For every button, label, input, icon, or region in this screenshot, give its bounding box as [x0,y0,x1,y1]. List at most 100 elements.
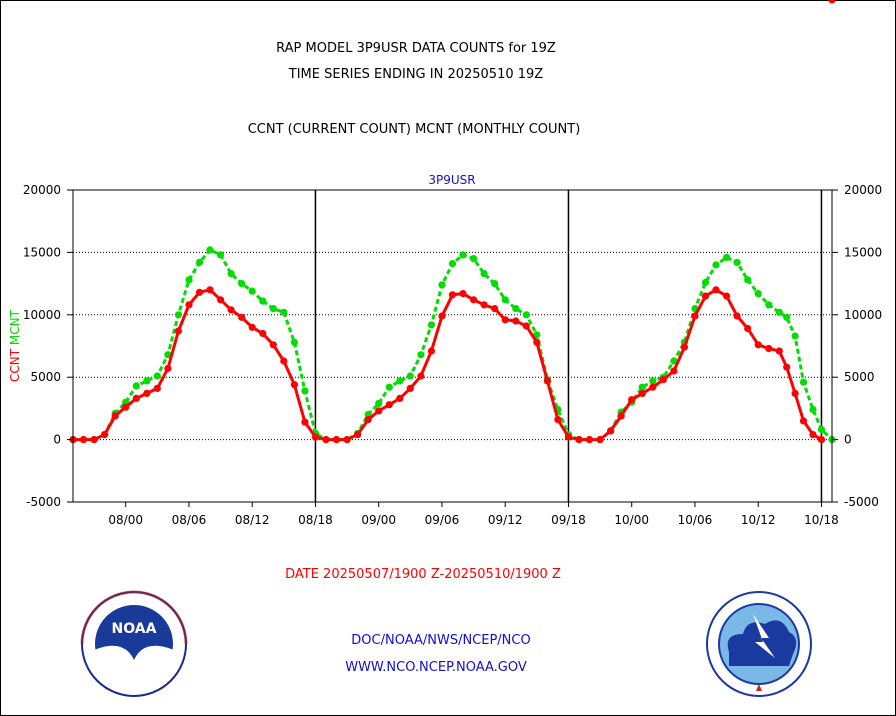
data-point-mcnt [638,383,646,391]
x-tick-label: 08/06 [172,513,207,527]
data-point-ccnt [259,329,267,338]
data-point-ccnt [533,338,541,346]
data-point-ccnt [164,364,172,373]
data-point-ccnt [459,290,467,298]
data-point-ccnt [470,296,478,304]
x-tick-label: 10/00 [614,513,649,527]
data-point-ccnt [765,344,773,353]
data-point-mcnt [417,351,425,359]
data-point-ccnt [564,433,573,441]
data-point-mcnt [712,261,720,269]
data-point-mcnt [754,290,762,298]
data-point-ccnt [585,436,594,444]
y-tick-label-right: 15000 [844,245,882,259]
y-tick-label-left: -5000 [26,495,61,509]
y-axis-title-part: MCNT [8,309,22,349]
data-point-mcnt [791,332,799,340]
x-tick-label: 09/06 [425,513,460,527]
data-point-ccnt [143,389,151,397]
data-point-ccnt [174,327,182,335]
data-point-ccnt [101,431,109,439]
x-tick-label: 09/18 [551,513,586,527]
data-point-ccnt [364,416,372,424]
data-point-mcnt [164,351,172,359]
data-point-ccnt [522,322,530,330]
data-point-ccnt [543,377,552,385]
data-point-mcnt [512,305,520,313]
data-point-mcnt [533,331,541,339]
data-point-mcnt [501,296,509,304]
noaa-logo: NOAA [80,590,188,697]
data-point-ccnt [754,341,762,349]
data-point-ccnt [185,301,193,309]
data-point-ccnt [501,316,509,324]
series-line-ccnt [73,288,823,442]
data-point-ccnt [799,417,808,425]
data-point-mcnt [809,406,817,414]
data-point-mcnt [775,308,783,316]
data-point-ccnt [122,403,130,411]
data-point-mcnt [195,258,204,266]
data-point-ccnt [554,416,562,424]
data-point-mcnt [670,357,678,365]
data-point-mcnt [185,276,193,284]
x-tick-label: 08/00 [108,513,143,527]
data-point-ccnt [596,436,604,444]
header-line-3: CCNT (CURRENT COUNT) MCNT (MONTHLY COUNT… [248,122,581,137]
grid-lines [73,190,832,502]
data-point-ccnt [248,323,256,331]
data-point-ccnt [332,436,341,444]
data-point-ccnt [438,312,446,320]
data-point-mcnt [248,287,256,295]
data-point-mcnt [701,278,710,286]
data-point-ccnt [575,436,583,444]
data-point-mcnt [217,251,225,259]
y-tick-label-left: 0 [53,433,61,447]
x-tick-label: 09/12 [488,513,523,527]
data-point-mcnt [744,276,752,284]
data-point-ccnt [153,384,161,392]
data-point-ccnt [712,286,720,294]
data-point-ccnt [809,431,817,439]
data-point-ccnt [670,367,678,375]
data-point-ccnt [744,324,752,333]
data-point-ccnt [480,301,488,309]
y-tick-label-right: 5000 [844,370,875,384]
x-tick-label: 08/18 [298,513,333,527]
y-tick-label-left: 5000 [30,370,61,384]
data-point-mcnt [723,253,731,261]
data-point-mcnt [491,280,499,288]
data-point-ccnt [238,313,246,321]
data-point-mcnt [783,313,791,321]
data-point-mcnt [227,270,235,278]
y-tick-label-left: 15000 [23,245,61,259]
x-tick-label: 08/12 [235,513,270,527]
data-point-mcnt [427,321,435,329]
y-tick-label-left: 20000 [23,183,61,197]
y-tick-label-left: 10000 [23,308,61,322]
data-point-ccnt [417,372,425,380]
data-point-mcnt [385,383,393,391]
x-tick-label: 10/06 [678,513,713,527]
data-point-mcnt [817,426,826,434]
org-path-link[interactable]: DOC/NOAA/NWS/NCEP/NCO [351,633,530,648]
y-axis-title-part: CCNT [8,348,22,382]
data-point-mcnt [301,387,309,395]
data-point-ccnt [206,286,214,294]
data-point-mcnt [259,297,267,305]
data-point-ccnt [375,407,383,415]
data-point-ccnt [723,292,731,300]
data-point-ccnt [607,427,615,435]
data-point-mcnt [459,251,467,259]
series-layer [69,0,836,444]
data-point-ccnt [406,384,414,392]
data-point-ccnt [491,305,499,313]
data-point-ccnt [628,396,636,404]
data-point-ccnt [90,436,98,444]
data-point-mcnt [438,281,446,289]
data-point-ccnt [227,306,235,314]
data-point-ccnt [79,436,88,444]
website-link[interactable]: WWW.NCO.NCEP.NOAA.GOV [345,660,527,675]
data-point-ccnt [680,343,689,351]
data-point-ccnt [691,312,699,320]
